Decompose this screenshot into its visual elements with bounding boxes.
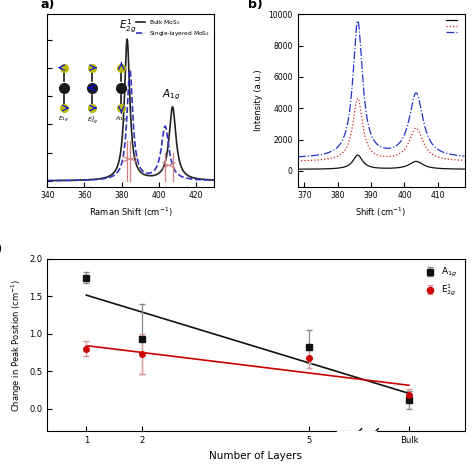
Legend: Bulk MoS$_2$, Single-layered MoS$_2$: Bulk MoS$_2$, Single-layered MoS$_2$ bbox=[135, 17, 211, 39]
Text: a): a) bbox=[41, 0, 55, 11]
Single-layered MoS$_2$ bbox=[127, 67, 133, 73]
Bulk MoS$_2$ bbox=[53, 178, 59, 183]
Bulk MoS$_2$ bbox=[207, 177, 212, 182]
Text: $E^1_{2g}$: $E^1_{2g}$ bbox=[119, 18, 137, 36]
Single-layered MoS$_2$ bbox=[121, 148, 127, 154]
Text: $A_{1g}$: $A_{1g}$ bbox=[162, 87, 181, 102]
Y-axis label: Change in Peak Position (cm$^{-1}$): Change in Peak Position (cm$^{-1}$) bbox=[9, 279, 24, 411]
Single-layered MoS$_2$ bbox=[126, 82, 131, 87]
Bulk MoS$_2$ bbox=[45, 178, 50, 183]
X-axis label: Shift (cm$^{-1}$): Shift (cm$^{-1}$) bbox=[356, 206, 407, 219]
Text: c): c) bbox=[0, 243, 2, 255]
Single-layered MoS$_2$ bbox=[45, 178, 50, 183]
Bar bbox=[337, 431, 375, 434]
Single-layered MoS$_2$ bbox=[53, 178, 59, 183]
Line: Bulk MoS$_2$: Bulk MoS$_2$ bbox=[47, 39, 214, 181]
Line: Single-layered MoS$_2$: Single-layered MoS$_2$ bbox=[47, 70, 214, 181]
Bulk MoS$_2$ bbox=[124, 36, 130, 42]
Bulk MoS$_2$ bbox=[211, 177, 217, 183]
Single-layered MoS$_2$ bbox=[207, 177, 212, 183]
Legend: A$_{1g}$, E$^1_{2g}$: A$_{1g}$, E$^1_{2g}$ bbox=[424, 264, 460, 301]
Bulk MoS$_2$ bbox=[176, 155, 182, 161]
Bulk MoS$_2$ bbox=[121, 101, 127, 107]
Bulk MoS$_2$ bbox=[207, 177, 212, 182]
Single-layered MoS$_2$ bbox=[211, 177, 217, 183]
Single-layered MoS$_2$ bbox=[207, 177, 212, 183]
Text: b): b) bbox=[247, 0, 263, 11]
Legend: , , : , , bbox=[445, 17, 462, 36]
Single-layered MoS$_2$ bbox=[176, 172, 182, 178]
Y-axis label: Intensity (a.u.): Intensity (a.u.) bbox=[254, 70, 263, 131]
Bulk MoS$_2$ bbox=[126, 61, 131, 67]
X-axis label: Number of Layers: Number of Layers bbox=[210, 451, 302, 461]
X-axis label: Raman Shift (cm$^{-1}$): Raman Shift (cm$^{-1}$) bbox=[89, 206, 173, 219]
